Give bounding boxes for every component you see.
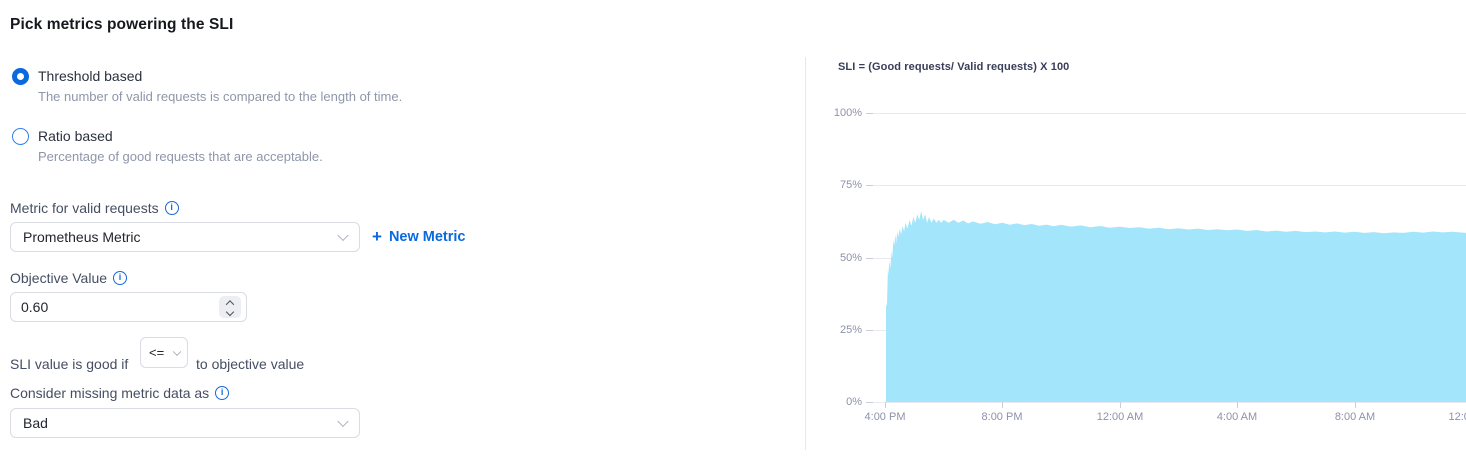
- threshold-based-label[interactable]: Threshold based: [38, 68, 143, 84]
- page-title: Pick metrics powering the SLI: [10, 16, 234, 33]
- x-axis-tick: [1120, 402, 1121, 408]
- comparator-select[interactable]: <=: [140, 337, 188, 368]
- objective-value-input[interactable]: 0.60: [10, 292, 247, 322]
- y-axis-label: 50%: [839, 252, 862, 264]
- y-axis-tick: [866, 185, 873, 186]
- y-axis-tick: [866, 330, 873, 331]
- metric-for-valid-requests-label: Metric for valid requests i: [10, 200, 179, 216]
- x-axis-tick: [1002, 402, 1003, 408]
- info-icon[interactable]: i: [113, 271, 128, 285]
- x-axis-label: 4:00 PM: [864, 411, 906, 423]
- gridline-100: [872, 113, 1466, 114]
- ratio-based-radio[interactable]: [12, 128, 29, 145]
- threshold-based-radio[interactable]: [12, 68, 29, 85]
- objective-value-label: Objective Value i: [10, 270, 128, 286]
- new-metric-button[interactable]: + New Metric: [372, 227, 466, 246]
- chevron-down-icon: [337, 415, 349, 428]
- y-axis-tick: [866, 258, 873, 259]
- x-axis-tick: [1355, 402, 1356, 408]
- chevron-down-icon: [337, 229, 349, 242]
- metric-select[interactable]: Prometheus Metric: [10, 222, 360, 252]
- x-axis-tick: [1237, 402, 1238, 408]
- y-axis-label: 75%: [839, 179, 862, 191]
- comparator-value: <=: [149, 345, 165, 360]
- gridline-0: [872, 402, 1466, 403]
- y-axis-label: 100%: [833, 107, 862, 119]
- metric-select-value: Prometheus Metric: [23, 229, 141, 245]
- missing-data-select[interactable]: Bad: [10, 408, 360, 438]
- objective-value: 0.60: [21, 299, 49, 315]
- vertical-divider: [805, 57, 806, 450]
- x-axis-label: 4:00 AM: [1216, 411, 1258, 423]
- sli-preview-chart: SLI = (Good requests/ Valid requests) X …: [806, 55, 1466, 455]
- comparator-prefix: SLI value is good if: [10, 356, 129, 372]
- number-stepper[interactable]: [219, 296, 241, 318]
- threshold-based-description: The number of valid requests is compared…: [38, 89, 403, 104]
- x-axis-label: 8:00 AM: [1334, 411, 1376, 423]
- comparator-suffix: to objective value: [196, 356, 305, 372]
- y-axis-label: 0%: [846, 396, 862, 408]
- chart-title: SLI = (Good requests/ Valid requests) X …: [838, 61, 1070, 73]
- x-axis-label: 8:00 PM: [981, 411, 1023, 423]
- ratio-based-label[interactable]: Ratio based: [38, 128, 113, 144]
- x-axis-tick: [885, 402, 886, 408]
- info-icon[interactable]: i: [215, 386, 230, 400]
- missing-metric-data-label: Consider missing metric data as i: [10, 385, 230, 401]
- info-icon[interactable]: i: [164, 201, 179, 215]
- gridline-75: [872, 185, 1466, 186]
- y-axis-tick: [866, 113, 873, 114]
- ratio-based-description: Percentage of good requests that are acc…: [38, 149, 323, 164]
- sli-area-plot: [886, 211, 1466, 402]
- plus-icon: +: [372, 227, 382, 246]
- y-axis-label: 25%: [839, 324, 862, 336]
- y-axis-tick: [866, 402, 873, 403]
- missing-data-value: Bad: [23, 415, 48, 431]
- x-axis-label: 12:00 PM: [1448, 411, 1466, 423]
- stepper-down-icon[interactable]: [225, 307, 235, 316]
- x-axis-label: 12:00 AM: [1096, 411, 1144, 423]
- chevron-down-icon: [172, 347, 182, 356]
